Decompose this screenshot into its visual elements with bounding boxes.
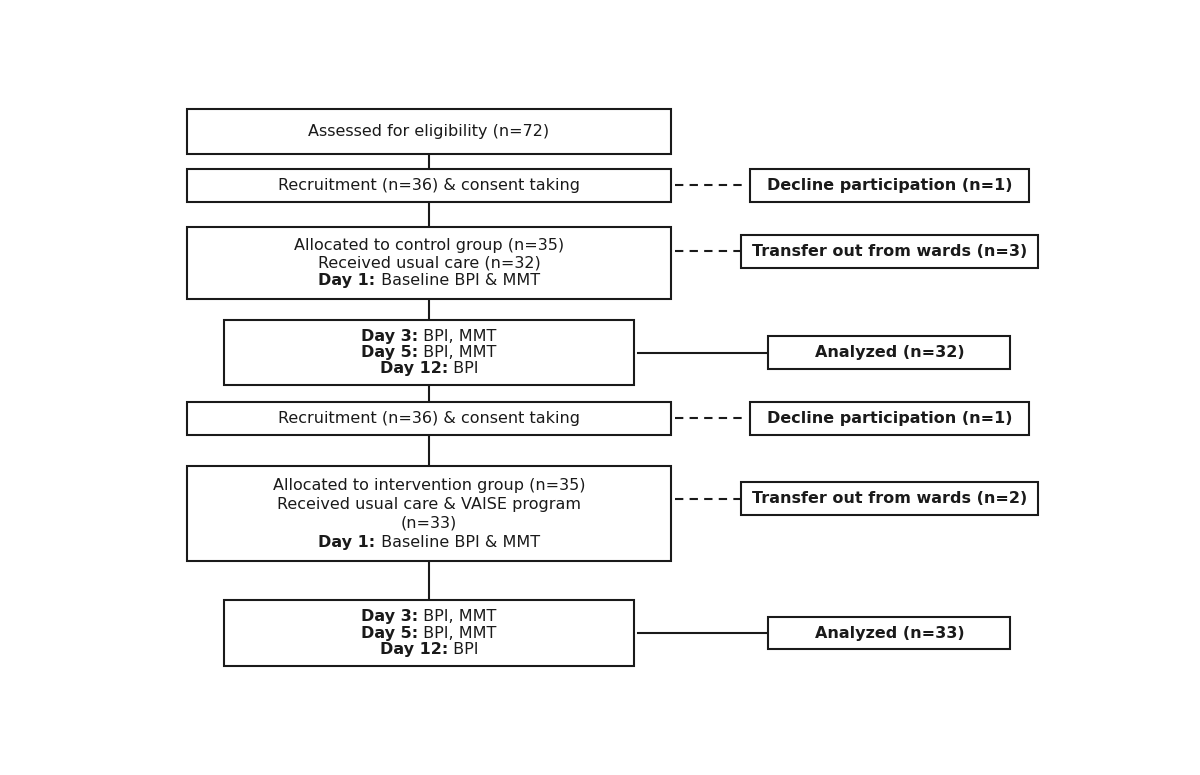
Text: Received usual care (n=32): Received usual care (n=32) [318,256,540,270]
FancyBboxPatch shape [187,466,671,561]
Text: Allocated to intervention group (n=35): Allocated to intervention group (n=35) [272,477,586,493]
FancyBboxPatch shape [768,617,1010,649]
Text: Day 3:: Day 3: [361,329,419,343]
FancyBboxPatch shape [187,227,671,299]
Text: Analyzed (n=32): Analyzed (n=32) [815,345,964,360]
Text: Transfer out from wards (n=2): Transfer out from wards (n=2) [751,491,1027,506]
Text: Transfer out from wards (n=3): Transfer out from wards (n=3) [751,243,1027,259]
FancyBboxPatch shape [224,320,634,385]
Text: Baseline BPI & MMT: Baseline BPI & MMT [376,535,540,549]
Text: Allocated to control group (n=35): Allocated to control group (n=35) [294,238,564,253]
FancyBboxPatch shape [187,109,671,154]
Text: BPI: BPI [448,642,479,657]
Text: Decline participation (n=1): Decline participation (n=1) [767,178,1012,193]
Text: Day 1:: Day 1: [318,274,376,288]
Text: BPI, MMT: BPI, MMT [419,609,497,624]
Text: Assessed for eligibility (n=72): Assessed for eligibility (n=72) [308,124,550,140]
Text: Day 1:: Day 1: [318,535,376,549]
FancyBboxPatch shape [740,235,1038,267]
Text: Day 5:: Day 5: [361,345,419,360]
Text: BPI, MMT: BPI, MMT [419,625,497,641]
FancyBboxPatch shape [187,401,671,435]
Text: BPI, MMT: BPI, MMT [419,345,497,360]
FancyBboxPatch shape [187,169,671,202]
Text: Day 12:: Day 12: [379,642,448,657]
FancyBboxPatch shape [750,401,1028,435]
Text: Decline participation (n=1): Decline participation (n=1) [767,411,1012,425]
Text: Recruitment (n=36) & consent taking: Recruitment (n=36) & consent taking [278,411,580,425]
Text: Day 12:: Day 12: [379,361,448,377]
Text: (n=33): (n=33) [401,515,457,531]
Text: BPI: BPI [448,361,479,377]
FancyBboxPatch shape [750,169,1028,202]
Text: Analyzed (n=33): Analyzed (n=33) [815,625,964,641]
Text: Day 5:: Day 5: [361,625,419,641]
Text: Day 3:: Day 3: [361,609,419,624]
Text: Received usual care & VAISE program: Received usual care & VAISE program [277,497,581,512]
Text: BPI, MMT: BPI, MMT [419,329,497,343]
Text: Recruitment (n=36) & consent taking: Recruitment (n=36) & consent taking [278,178,580,193]
FancyBboxPatch shape [740,482,1038,515]
FancyBboxPatch shape [768,336,1010,369]
FancyBboxPatch shape [224,600,634,666]
Text: Baseline BPI & MMT: Baseline BPI & MMT [376,274,540,288]
